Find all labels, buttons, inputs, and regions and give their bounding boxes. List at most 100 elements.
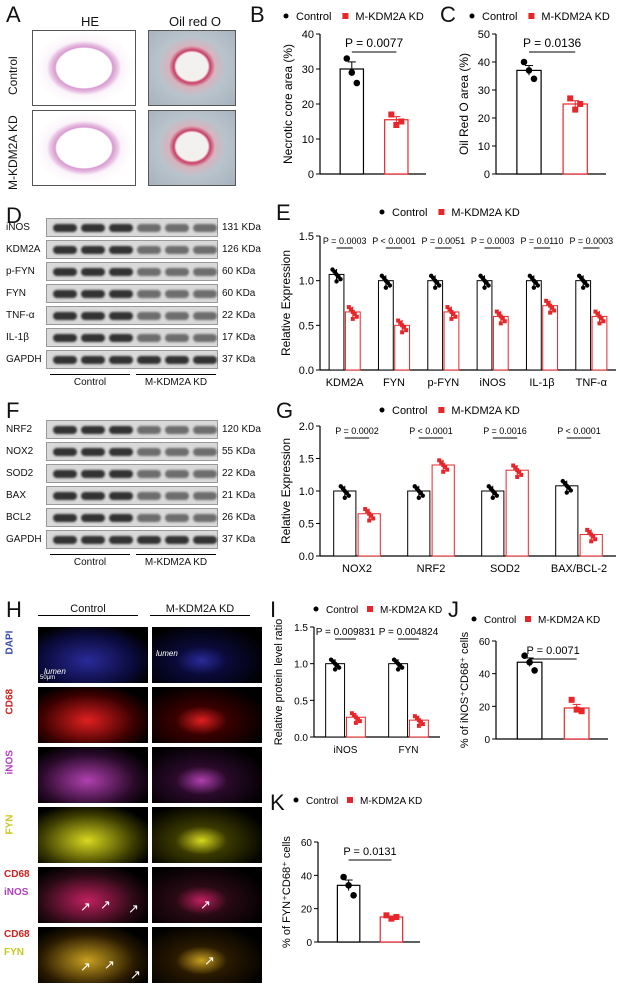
data-point <box>352 312 357 317</box>
legend-control-label: Control <box>392 405 427 417</box>
data-point <box>548 310 553 315</box>
fluorescence-image <box>152 627 262 683</box>
row-control: Control <box>6 56 20 95</box>
data-point <box>568 696 575 703</box>
p-value: P = 0.0051 <box>422 236 466 246</box>
data-point <box>353 79 361 87</box>
blot-band <box>81 333 105 342</box>
arrow-icon: ↗ <box>80 959 91 974</box>
fluorescence-image <box>38 867 148 923</box>
legend-kd-marker <box>528 13 535 19</box>
data-point <box>355 716 360 721</box>
blot-row-label: BCL2 <box>6 512 32 523</box>
panel-label-h: H <box>6 597 22 622</box>
blot-band <box>137 311 161 320</box>
data-point <box>494 309 499 314</box>
chart-k: Control M-KDM2A KD 0 20 40 60 % of FYN⁺CD68⁺ c… <box>281 796 422 949</box>
data-point <box>521 652 528 659</box>
legend-kd-label: M-KDM2A KD <box>451 207 520 219</box>
y-tick-label: 0.5 <box>299 519 314 531</box>
fluorescence-image <box>152 867 262 923</box>
data-point <box>340 486 345 491</box>
bar <box>339 68 365 175</box>
fluorescence-image <box>38 627 148 683</box>
data-point <box>416 495 421 500</box>
legend-kd-marker <box>347 797 353 803</box>
y-tick-label: 1.0 <box>294 660 308 671</box>
blot-band <box>137 245 161 254</box>
blot-band <box>193 513 217 522</box>
blot-band <box>53 223 77 232</box>
fluorescence-image <box>38 687 148 743</box>
he-control-image <box>32 30 136 106</box>
blot-strip <box>46 442 218 461</box>
p-value: P = 0.0077 <box>345 36 403 50</box>
data-point <box>593 537 598 542</box>
fluorescence-image <box>152 927 262 983</box>
data-point <box>573 706 580 713</box>
blot-strip <box>46 486 218 505</box>
data-point <box>582 280 588 286</box>
data-point <box>484 280 489 286</box>
legend-kd-marker <box>525 616 531 622</box>
data-point <box>330 659 336 664</box>
y-tick-label: 1.0 <box>299 276 314 288</box>
blot-band <box>137 355 161 364</box>
blot-band <box>53 425 77 434</box>
blot-row-label: KDM2A <box>6 244 41 255</box>
y-axis-label: Relative Expression <box>279 250 293 356</box>
panel-label-g: G <box>276 398 294 423</box>
y-tick-label: 20 <box>302 99 314 111</box>
blot-strip <box>46 328 218 347</box>
blot-band <box>81 469 105 478</box>
blot-kda-label: 37 KDa <box>222 534 256 545</box>
blot-band <box>53 355 77 364</box>
blot-band <box>53 289 77 298</box>
data-point <box>520 58 528 66</box>
data-point <box>451 312 456 317</box>
blot-band <box>109 245 133 254</box>
bar <box>555 485 579 557</box>
data-point <box>578 275 584 281</box>
bar <box>476 280 493 371</box>
blot-kda-label: 26 KDa <box>222 512 256 523</box>
legend-control-label: Control <box>482 11 517 23</box>
data-point <box>363 507 368 512</box>
legend-kd-marker <box>438 209 445 215</box>
bar <box>328 273 345 371</box>
y-axis-label: Oil Red O area (%) <box>457 53 471 155</box>
data-point <box>578 708 585 715</box>
bar <box>407 490 431 557</box>
panel-label-b: B <box>250 2 265 27</box>
blot-band <box>137 267 161 276</box>
legend-control-marker <box>379 407 385 413</box>
blot-row-label: FYN <box>6 288 26 299</box>
x-tick-label: iNOS <box>480 377 506 389</box>
legend-kd-label: M-KDM2A KD <box>380 605 442 616</box>
y-axis-label: Necrotic core area (%) <box>281 44 295 164</box>
data-point <box>350 316 355 321</box>
data-point <box>597 321 602 326</box>
data-point <box>350 309 355 314</box>
data-point <box>367 518 372 523</box>
y-tick-label: 20 <box>478 113 490 125</box>
data-point <box>398 320 403 325</box>
blot-band <box>53 469 77 478</box>
data-point <box>349 711 354 716</box>
blot-kda-label: 126 KDa <box>222 244 261 255</box>
y-tick-label: 60 <box>479 637 491 648</box>
data-point <box>336 274 341 279</box>
fluorescence-image <box>152 687 262 743</box>
blot-band <box>81 223 105 232</box>
blot-row-label: TNF-α <box>6 310 35 321</box>
y-tick-label: 40 <box>302 29 314 41</box>
blot-band <box>165 333 189 342</box>
data-point <box>531 667 538 674</box>
lumen-label: lumen <box>44 667 66 676</box>
legend-control-label: Control <box>306 796 338 807</box>
y-tick-label: 0.0 <box>294 733 308 744</box>
data-point <box>393 122 400 128</box>
data-point <box>402 325 407 330</box>
p-value: P = 0.0003 <box>471 236 515 246</box>
data-point <box>564 490 569 495</box>
